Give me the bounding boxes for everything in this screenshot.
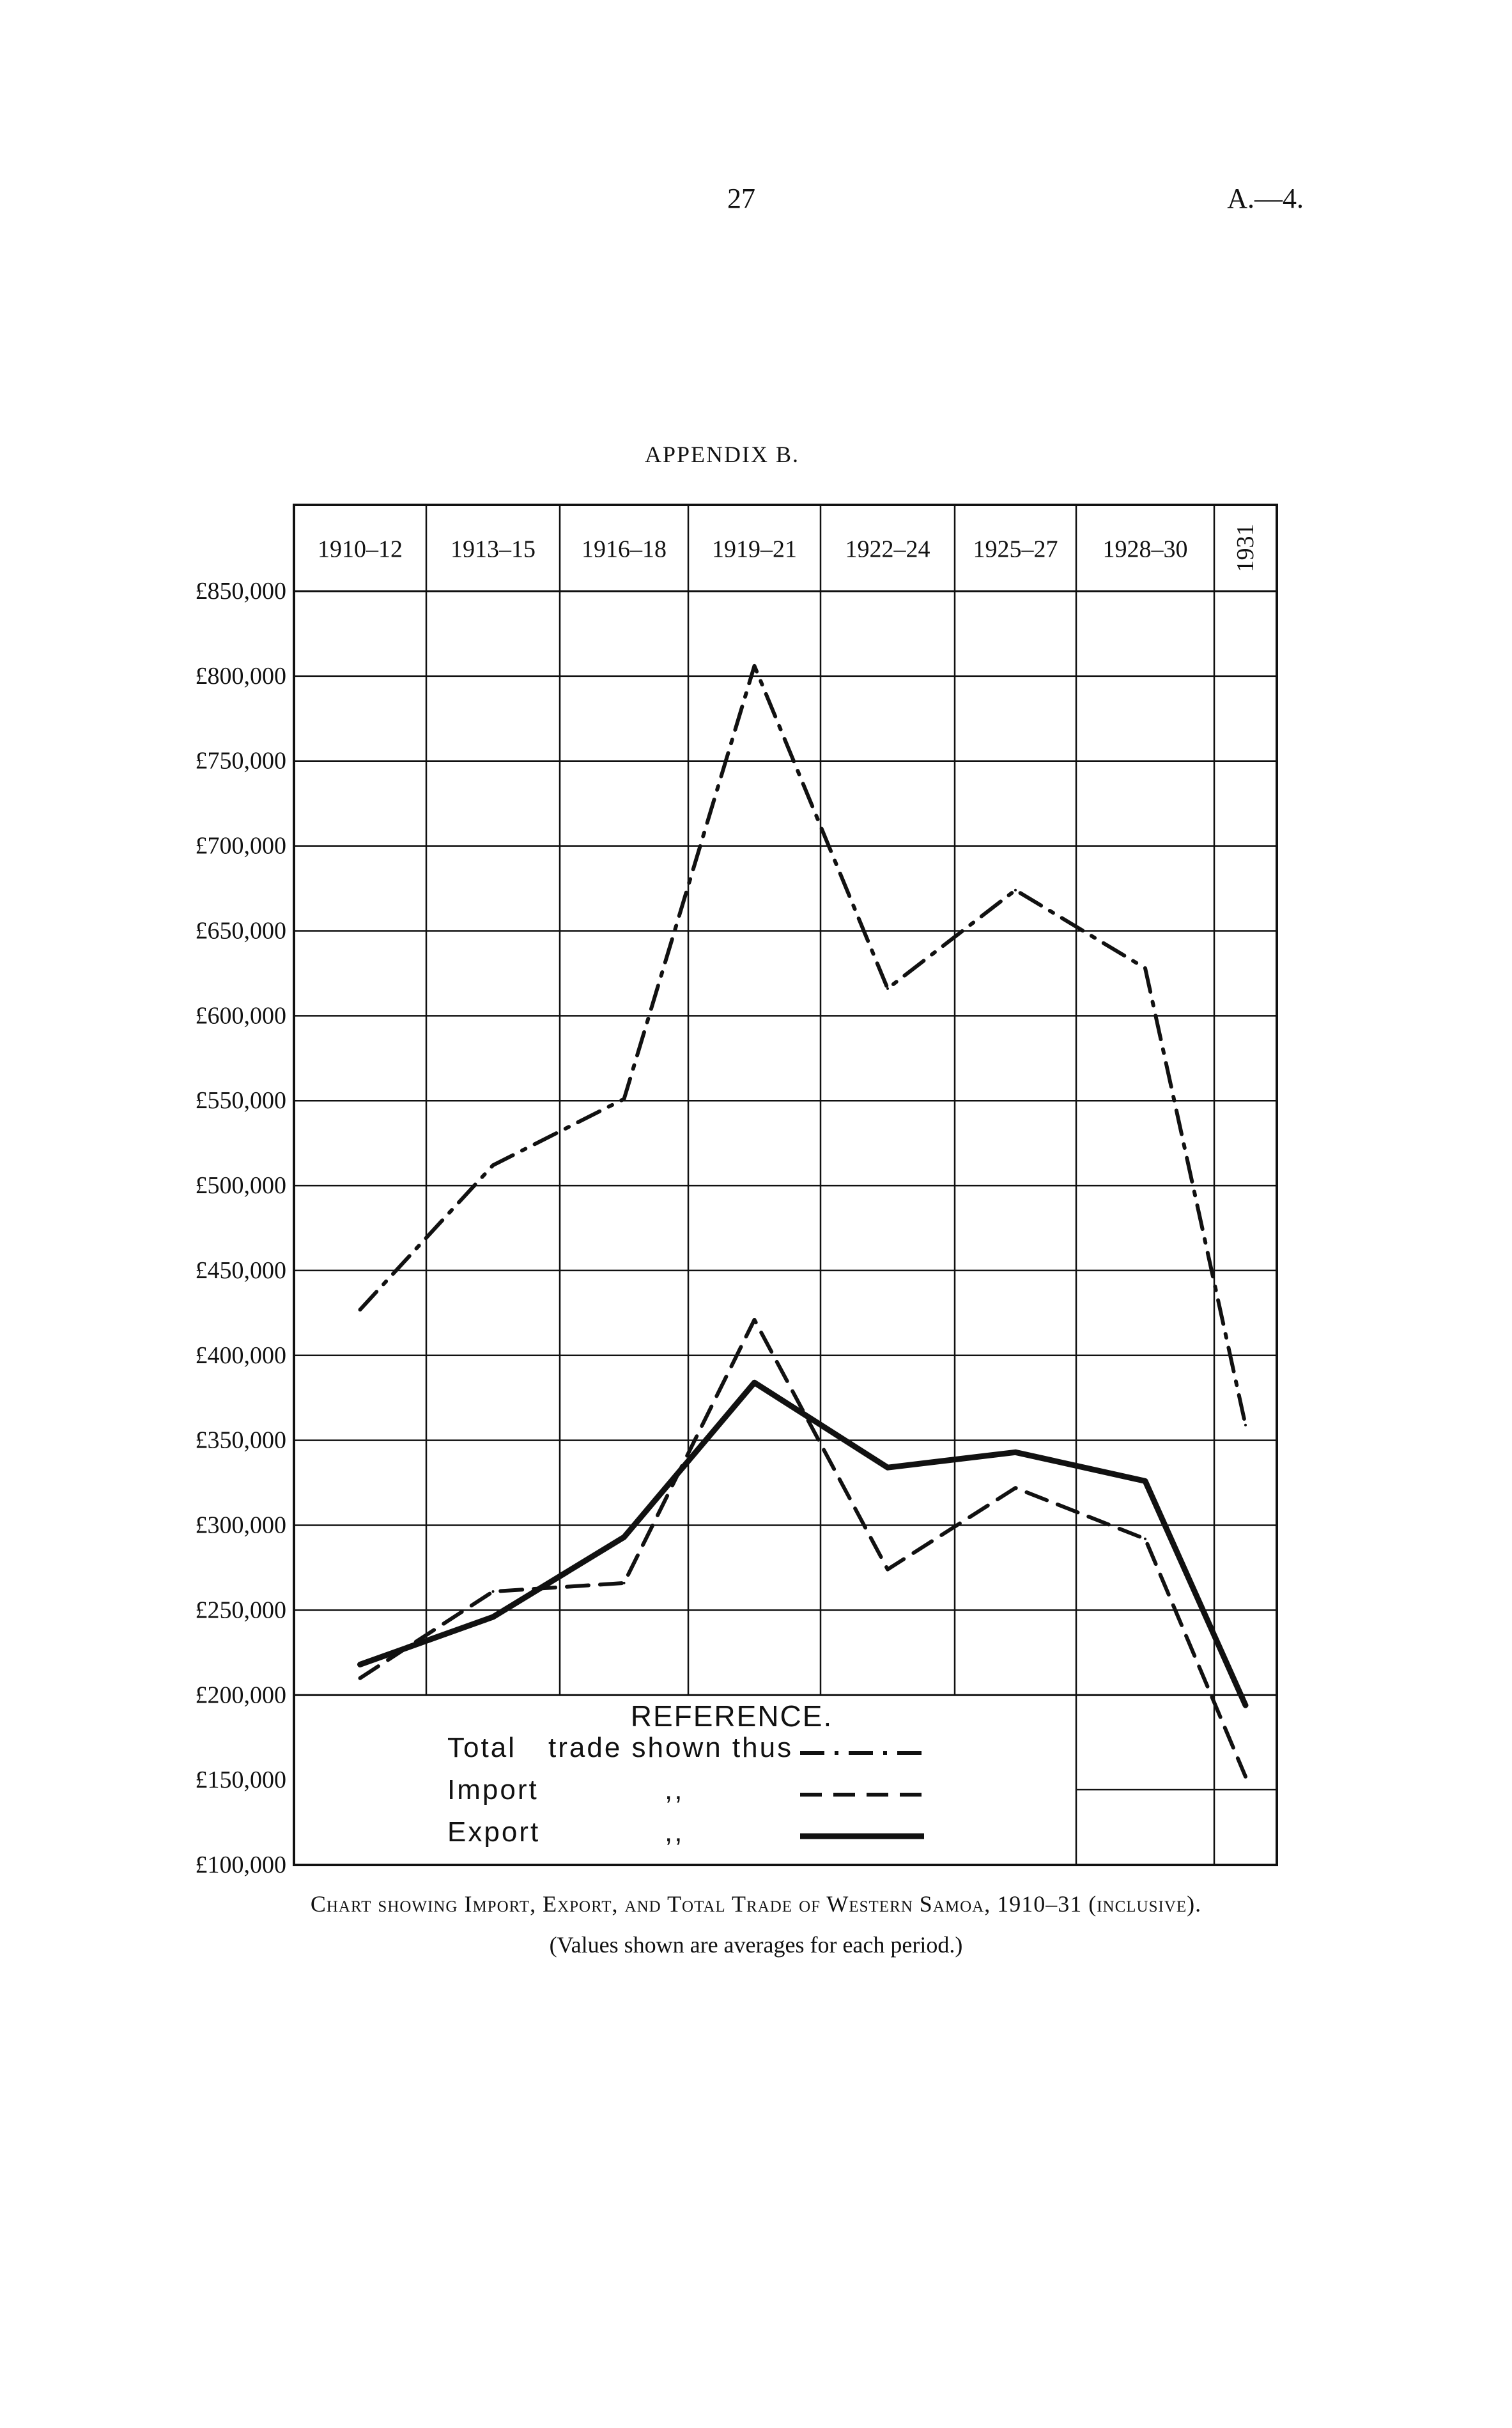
x-axis-ticks: 1910–12 1913–15 1916–18 1919–21 1922–24 1925–… xyxy=(318,524,1259,573)
series-layer xyxy=(357,663,1249,1779)
data-point-import xyxy=(1244,1775,1247,1778)
y-tick-label: £700,000 xyxy=(196,833,287,860)
y-tick-label: £300,000 xyxy=(196,1512,287,1539)
data-point-import xyxy=(753,1318,756,1321)
y-tick-label: £400,000 xyxy=(196,1342,287,1369)
y-tick-label: £250,000 xyxy=(196,1597,287,1623)
y-tick-label: £200,000 xyxy=(196,1682,287,1708)
y-tick-label: £650,000 xyxy=(196,917,287,944)
data-point-import xyxy=(622,1581,626,1584)
data-point-total xyxy=(1244,1423,1247,1427)
data-point-export xyxy=(359,1663,362,1666)
data-point-export xyxy=(1244,1704,1247,1707)
caption-text: Chart showing Import, Export, and Total … xyxy=(310,1891,1202,1917)
chart-caption: Chart showing Import, Export, and Total … xyxy=(64,1891,1448,1917)
data-point-total xyxy=(359,1308,362,1311)
data-point-export xyxy=(1144,1480,1146,1483)
x-tick-label: 1910–12 xyxy=(318,536,403,563)
x-tick-label: 1931 xyxy=(1232,524,1259,573)
y-tick-label: £450,000 xyxy=(196,1257,287,1284)
data-point-total xyxy=(753,664,756,667)
legend-import-suffix: ,, xyxy=(665,1774,684,1806)
x-tick-label: 1925–27 xyxy=(973,536,1058,563)
y-tick-label: £350,000 xyxy=(196,1427,287,1454)
data-point-total xyxy=(886,987,889,990)
series-line-total xyxy=(358,663,1247,1427)
y-tick-label: £550,000 xyxy=(196,1087,287,1114)
x-tick-label: 1919–21 xyxy=(712,536,797,563)
y-axis-ticks: £850,000 £800,000 £750,000 £700,000 £650,000… xyxy=(196,578,287,1878)
legend-total-label: Total xyxy=(447,1732,516,1763)
legend-export-suffix: ,, xyxy=(665,1816,684,1848)
legend-export-label: Export xyxy=(447,1816,541,1848)
data-point-export xyxy=(886,1466,889,1469)
series-line-import xyxy=(358,1318,1247,1779)
chart-note: (Values shown are averages for each peri… xyxy=(549,1932,963,1958)
y-tick-label: £100,000 xyxy=(196,1852,287,1878)
data-point-total xyxy=(491,1164,495,1167)
x-tick-label: 1916–18 xyxy=(582,536,667,563)
data-point-total xyxy=(1014,888,1017,892)
document-reference: A.—4. xyxy=(1227,183,1304,214)
data-point-export xyxy=(491,1616,495,1619)
data-point-import xyxy=(491,1590,495,1593)
page-number: 27 xyxy=(727,183,755,214)
y-tick-label: £500,000 xyxy=(196,1172,287,1199)
y-tick-label: £800,000 xyxy=(196,663,287,690)
series-line-export xyxy=(357,1379,1249,1708)
reference-title: REFERENCE. xyxy=(630,1699,833,1733)
data-point-total xyxy=(622,1097,626,1101)
x-tick-label: 1922–24 xyxy=(845,536,930,563)
data-point-import xyxy=(886,1568,889,1571)
appendix-title: APPENDIX B. xyxy=(644,442,800,467)
x-tick-label: 1928–30 xyxy=(1103,536,1188,563)
y-tick-label: £750,000 xyxy=(196,748,287,775)
y-tick-label: £600,000 xyxy=(196,1002,287,1029)
y-tick-label: £150,000 xyxy=(196,1767,287,1793)
legend-import-label: Import xyxy=(447,1774,539,1806)
chart-grid xyxy=(293,504,1278,1866)
data-point-export xyxy=(753,1381,756,1384)
reference-box xyxy=(800,1751,924,1839)
data-point-export xyxy=(1014,1451,1017,1454)
y-tick-label: £850,000 xyxy=(196,578,287,605)
x-tick-label: 1913–15 xyxy=(451,536,536,563)
data-point-import xyxy=(1014,1487,1017,1490)
data-point-import xyxy=(359,1676,362,1680)
legend-total-suffix: trade shown thus xyxy=(548,1732,794,1763)
data-point-export xyxy=(622,1536,626,1539)
data-point-total xyxy=(1144,966,1146,970)
data-point-import xyxy=(1144,1537,1146,1540)
